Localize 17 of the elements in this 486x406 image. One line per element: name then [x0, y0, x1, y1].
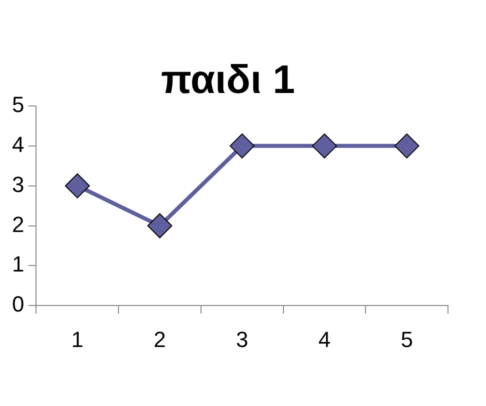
point	[394, 133, 420, 158]
x-tick-label: 1	[71, 326, 84, 352]
y-tick-label: 3	[12, 172, 24, 197]
x-tick-label: 5	[400, 326, 413, 352]
x-tick-label: 3	[236, 326, 248, 352]
y-tick-label: 5	[12, 92, 24, 118]
y-tick-label: 0	[12, 292, 24, 317]
chart-title: παιδι 1	[161, 58, 295, 102]
point	[147, 213, 172, 238]
y-tick-label: 4	[12, 132, 24, 157]
x-tick-label: 2	[154, 326, 166, 352]
point	[312, 133, 337, 158]
x-tick-label: 4	[318, 326, 331, 352]
point	[230, 133, 255, 158]
y-tick-label: 1	[12, 252, 24, 277]
point	[64, 173, 90, 198]
y-tick-label: 2	[12, 212, 24, 237]
